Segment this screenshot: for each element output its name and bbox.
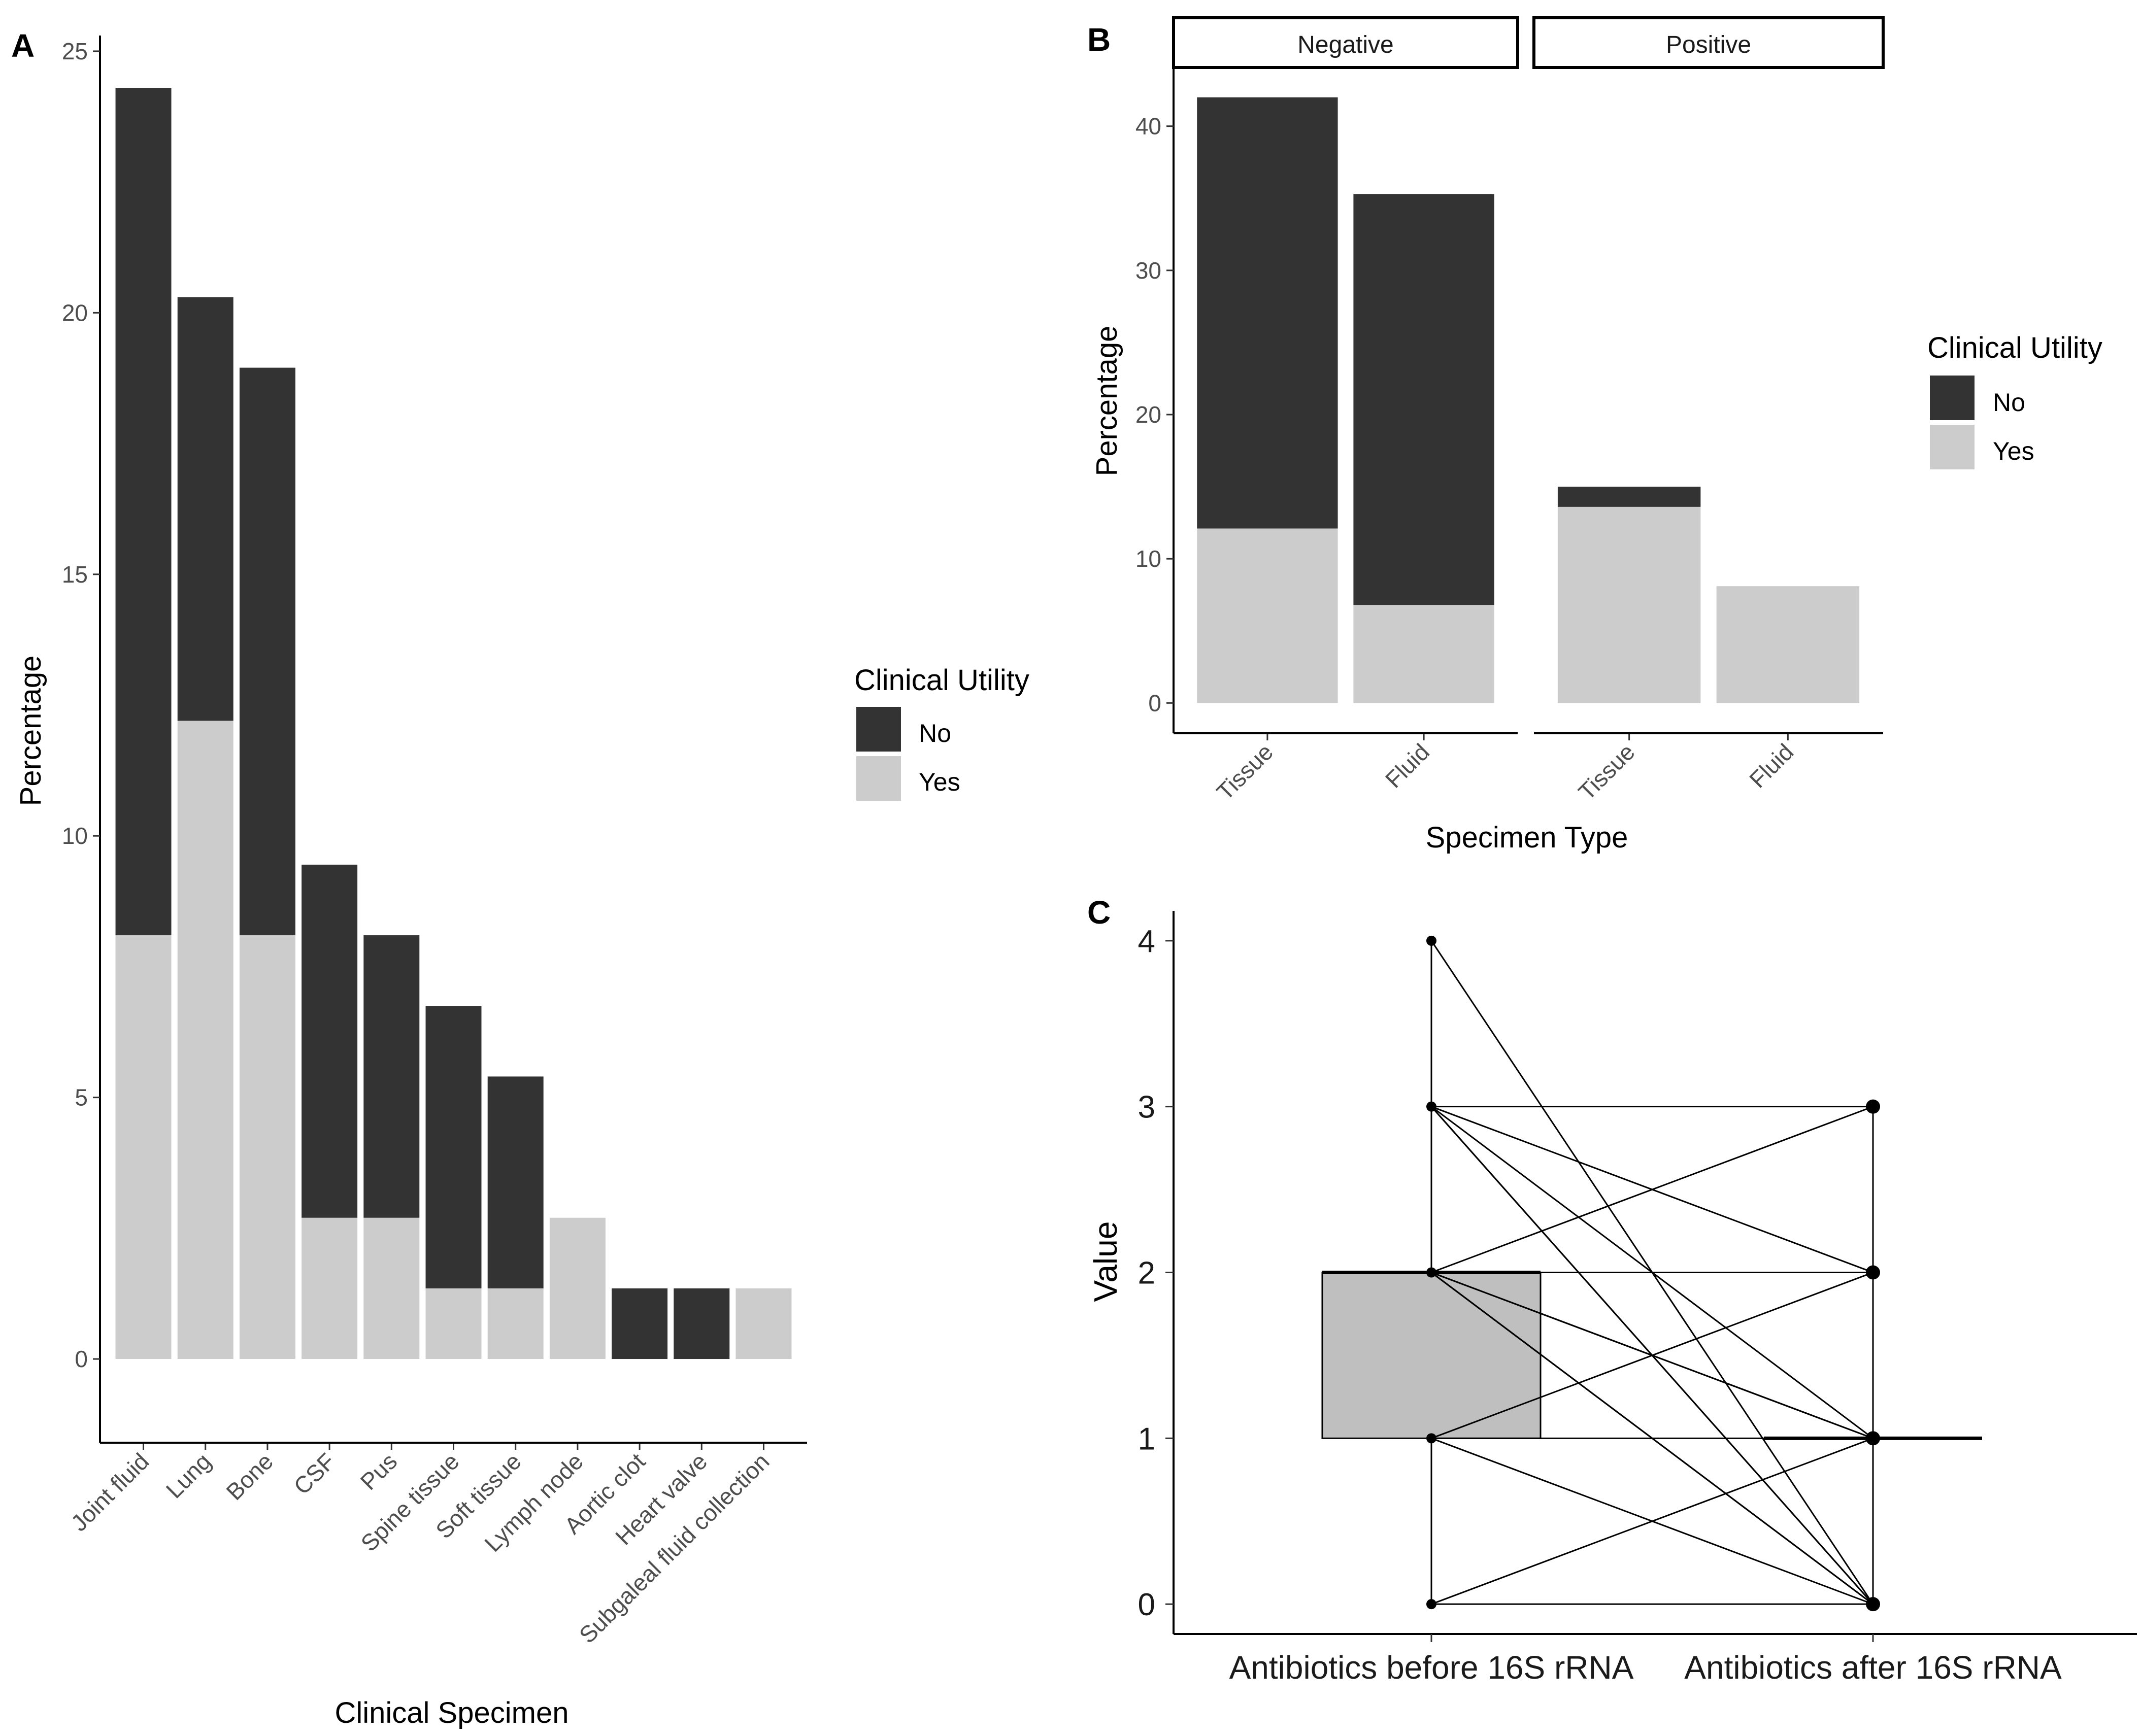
panel-c-point-before [1426, 1101, 1436, 1112]
panel-a-y-tick-label: 0 [75, 1346, 88, 1372]
panel-b-bar-positive-tissue-yes [1557, 506, 1701, 703]
panel-a-legend-item-yes: Yes [919, 768, 960, 796]
panel-a-bar-csf-no [302, 864, 358, 1218]
panel-b-legend-item-no: No [1993, 388, 2025, 417]
panel-a-y-tick-label: 10 [62, 823, 88, 849]
panel-b-label: B [1087, 21, 1111, 58]
panel-c-pair-line [1431, 1272, 1874, 1439]
panel-b-bar-negative-fluid-yes [1353, 605, 1494, 703]
panel-b-y-tick-label: 0 [1148, 690, 1161, 716]
panel-b-legend-title: Clinical Utility [1927, 331, 2102, 364]
panel-a-bar-lung-yes [177, 721, 233, 1359]
panel-a-y-tick-label: 20 [62, 299, 88, 326]
panel-b-chart: Negative Positive Tissue Fluid Tissue Fluid0… [1090, 16, 2102, 854]
panel-a-y-axis-title: Percentage [14, 656, 47, 806]
panel-b-bar-negative-tissue-no [1197, 97, 1338, 529]
panel-c-point-after [1866, 1265, 1880, 1280]
panel-c-x-tick-label: Antibiotics before 16S rRNA [1229, 1649, 1634, 1686]
panel-c-point-before [1426, 1433, 1436, 1444]
panel-b-legend-item-yes: Yes [1993, 437, 2034, 465]
panel-a-x-axis-title: Clinical Specimen [335, 1696, 569, 1729]
panel-a-bar-spine-tissue-no [425, 1006, 482, 1288]
panel-b-legend-key-yes [1930, 425, 1975, 469]
panel-c-y-tick-label: 4 [1138, 924, 1155, 959]
panel-a-legend-key-yes [856, 756, 901, 801]
panel-b-bar-positive-fluid-yes [1716, 586, 1860, 703]
panel-c-point-before [1426, 935, 1436, 946]
panel-a-bar-aortic-clot-no [612, 1288, 668, 1359]
panel-a-bar-csf-yes [302, 1217, 358, 1359]
panel-c-point-after [1866, 1597, 1880, 1612]
panel-c-label: C [1087, 894, 1111, 931]
panel-b-facet-label-positive: Positive [1666, 31, 1751, 58]
panel-a-y-tick-label: 25 [62, 38, 88, 64]
panel-a-bar-lung-no [177, 297, 233, 721]
panel-a-bar-subgaleal-fluid-collection-yes [735, 1288, 792, 1359]
panel-b-legend-key-no [1930, 376, 1975, 420]
panel-b-bar-negative-fluid-no [1353, 194, 1494, 605]
panel-c-box-before [1321, 1272, 1542, 1439]
panel-b-y-axis-title: Percentage [1090, 326, 1123, 476]
panel-c-point-before [1426, 1267, 1436, 1278]
panel-c-y-tick-label: 0 [1138, 1587, 1155, 1622]
panel-a-bar-lymph-node-yes [549, 1217, 606, 1359]
panel-a-bar-heart-valve-no [674, 1288, 730, 1359]
panel-a-bar-bone-no [239, 367, 295, 936]
panel-b-y-tick-label: 30 [1135, 257, 1161, 284]
panel-a-bar-joint-fluid-no [115, 88, 172, 936]
panel-c-y-axis-title: Value [1087, 1221, 1124, 1302]
panel-a-bar-pus-yes [363, 1217, 420, 1359]
panel-a-legend-title: Clinical Utility [854, 664, 1029, 697]
panel-b-bar-negative-tissue-yes [1197, 528, 1338, 703]
panel-a-bar-soft-tissue-no [487, 1076, 544, 1288]
panel-a-bar-pus-no [363, 935, 420, 1218]
panel-b-y-tick-label: 40 [1135, 113, 1161, 140]
panel-a-legend: Clinical Utility No Yes [854, 664, 1029, 801]
panel-c-y-tick-label: 2 [1138, 1256, 1155, 1291]
panel-a-label: A [11, 27, 35, 64]
panel-c-x-tick-label: Antibiotics after 16S rRNA [1684, 1649, 2062, 1686]
panel-b-facet-strip-positive [1532, 16, 1885, 69]
panel-c-y-tick-label: 3 [1138, 1090, 1155, 1125]
panel-a-bar-spine-tissue-yes [425, 1288, 482, 1359]
panel-a-bar-bone-yes [239, 935, 295, 1359]
panel-b-bar-positive-tissue-no [1557, 487, 1701, 507]
panel-c-pair-line [1431, 1106, 1874, 1273]
panel-a-y-tick-label: 5 [75, 1084, 88, 1111]
panel-b-y-tick-label: 10 [1135, 546, 1161, 572]
panel-b-legend: Clinical Utility No Yes [1927, 331, 2102, 469]
panel-b-y-tick-label: 20 [1135, 401, 1161, 428]
panel-c-point-after [1866, 1431, 1880, 1446]
panel-c-point-after [1866, 1099, 1880, 1114]
panel-c-point-before [1426, 1599, 1436, 1610]
panel-c-y-tick-label: 1 [1138, 1421, 1155, 1456]
panel-b-x-axis-title: Specimen Type [1426, 821, 1628, 854]
panel-a-legend-item-no: No [919, 719, 951, 747]
panel-a-y-tick-label: 15 [62, 561, 88, 588]
panel-a-legend-key-no [856, 707, 901, 752]
panel-c-pair-line [1431, 1437, 1874, 1605]
panel-b-facet-strip-negative [1172, 16, 1519, 69]
panel-a-bar-joint-fluid-yes [115, 935, 172, 1359]
panel-b-facet-label-negative: Negative [1297, 31, 1393, 58]
panel-c-chart: 0 1 2 3 4 Antibiotics before 16S rRNA Antibiot… [1087, 911, 2137, 1686]
panel-a-bar-soft-tissue-yes [487, 1288, 544, 1359]
